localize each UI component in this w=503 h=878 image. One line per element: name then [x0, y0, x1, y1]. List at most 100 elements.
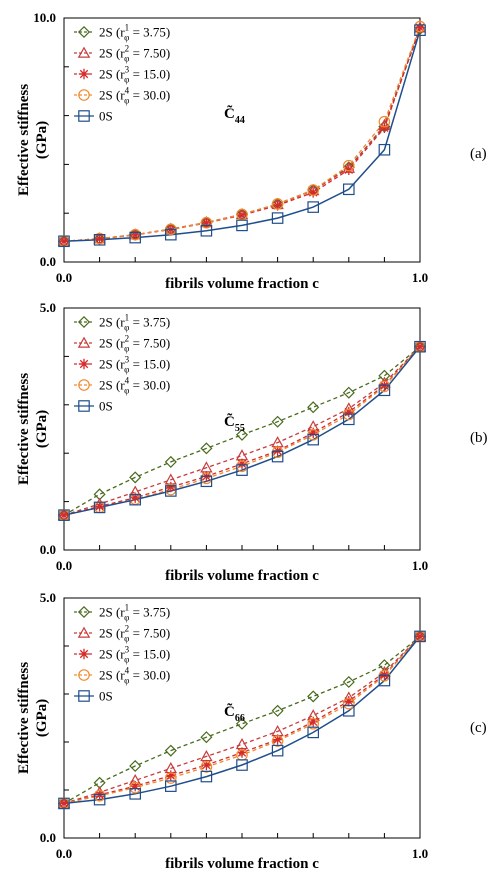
data-point-s3-3	[165, 481, 176, 493]
data-point-s1-7	[307, 401, 320, 414]
legend-label-1: 2S (r1 φ = 3.75)	[99, 313, 170, 333]
x-axis-label: fibrils volume fraction c	[165, 856, 319, 872]
data-point-s5-4	[200, 224, 213, 237]
data-point-s1-2	[129, 471, 142, 484]
data-point-s5-9	[378, 384, 391, 397]
data-point-s5-10	[414, 340, 426, 353]
legend-label-5: 0S	[99, 399, 113, 414]
legend-marker-2	[77, 626, 91, 638]
data-point-s5-8	[343, 704, 355, 717]
legend-label-4: 2S (r4 φ = 30.0)	[99, 666, 170, 686]
data-point-s2-5	[235, 737, 249, 750]
x-tick-label-min: 0.0	[56, 270, 72, 285]
y-axis-label-line1: Effective stiffness	[16, 662, 32, 774]
data-point-s3-2	[130, 229, 141, 241]
data-point-s5-0	[58, 235, 70, 248]
chart-panel-1: 0.0 10.0 0.0 1.0 fibrils volume fraction c Ef…	[16, 10, 487, 292]
x-tick-label-min: 0.0	[56, 846, 72, 861]
legend-marker-1	[77, 605, 91, 619]
data-point-s5-9	[378, 674, 391, 687]
data-point-s2-5	[235, 449, 249, 461]
y-axis-label-line2: (GPa)	[34, 699, 50, 737]
data-point-s1-6	[271, 704, 284, 717]
data-point-s5-5	[236, 464, 248, 476]
data-point-s5-6	[271, 450, 284, 463]
legend-marker-2	[77, 336, 91, 348]
data-point-s1-5	[235, 717, 249, 730]
legend-marker-5	[78, 400, 90, 412]
legend-label-1: 2S (r1 φ = 3.75)	[99, 23, 170, 43]
y-tick-label-min: 0.0	[40, 542, 56, 557]
x-axis-label: fibrils volume fraction c	[165, 276, 319, 292]
data-point-s4-4	[200, 761, 213, 773]
data-point-s5-8	[343, 413, 355, 426]
legend-marker-4	[78, 669, 90, 681]
data-point-s4-6	[271, 735, 284, 747]
legend-label-3: 2S (r3 φ = 15.0)	[99, 645, 170, 665]
data-point-s5-2	[129, 788, 141, 800]
data-point-s3-2	[130, 492, 141, 503]
legend-label-4: 2S (r4 φ = 30.0)	[99, 376, 170, 396]
data-point-s5-1	[93, 233, 106, 246]
data-point-s4-8	[342, 697, 355, 710]
data-point-s1-3	[164, 744, 177, 757]
data-point-s3-8	[343, 406, 354, 418]
data-point-s5-5	[236, 759, 248, 771]
legend-marker-3	[78, 358, 90, 370]
data-point-s5-9	[378, 143, 391, 156]
x-tick-label-max: 1.0	[412, 558, 428, 573]
data-point-s1-8	[342, 675, 355, 689]
data-point-s3-4	[201, 217, 212, 229]
panel-label: (a)	[470, 146, 487, 162]
panel-label: (c)	[470, 720, 487, 736]
y-tick-label-min: 0.0	[40, 254, 56, 269]
y-axis-label-line1: Effective stiffness	[16, 84, 32, 196]
data-point-s5-1	[93, 501, 106, 514]
data-point-s1-4	[200, 731, 213, 744]
data-point-s5-4	[200, 475, 213, 488]
data-point-s1-8	[342, 386, 355, 399]
data-point-s4-4	[200, 216, 213, 229]
data-point-s3-0	[58, 798, 70, 809]
data-point-s4-9	[378, 115, 391, 128]
data-point-s5-3	[165, 780, 177, 792]
data-point-s3-0	[58, 236, 70, 247]
data-point-s3-7	[308, 716, 319, 728]
series-line-1	[63, 346, 421, 516]
data-point-s5-7	[307, 201, 319, 213]
legend-marker-4	[78, 379, 90, 391]
y-tick-label-max: 5.0	[40, 300, 56, 315]
data-point-s3-0	[58, 509, 70, 521]
series-line-5	[63, 635, 421, 805]
legend-label-5: 0S	[99, 689, 113, 704]
chart-panel-2: 0.0 5.0 0.0 1.0 fibrils volume fraction c Eff…	[16, 300, 488, 584]
data-point-s5-6	[271, 212, 284, 224]
data-point-s5-7	[307, 726, 319, 739]
legend-label-2: 2S (r2 φ = 7.50)	[99, 44, 170, 64]
legend-label-2: 2S (r2 φ = 7.50)	[99, 624, 170, 644]
series-line-4	[63, 26, 421, 242]
data-point-s3-4	[201, 759, 212, 771]
data-point-s5-8	[343, 183, 355, 196]
data-point-s5-3	[165, 228, 177, 241]
legend-label-3: 2S (r3 φ = 15.0)	[99, 355, 170, 375]
legend-marker-4	[78, 89, 90, 101]
data-point-s5-0	[58, 797, 70, 810]
data-point-s5-7	[307, 433, 319, 446]
chart-panel-3: 0.0 5.0 0.0 1.0 fibrils volume fraction c Eff…	[16, 590, 487, 872]
series-line-1	[63, 635, 421, 804]
data-point-s4-7	[307, 717, 319, 730]
x-tick-label-max: 1.0	[412, 846, 428, 861]
data-point-s1-7	[307, 690, 320, 703]
data-point-s5-2	[129, 493, 141, 506]
y-axis-label-line1: Effective stiffness	[16, 373, 32, 485]
data-point-s1-5	[235, 428, 249, 441]
y-tick-label-max: 10.0	[33, 10, 56, 25]
data-point-s3-5	[236, 458, 248, 470]
data-point-s5-6	[271, 744, 284, 757]
series-line-2	[63, 635, 421, 805]
legend-label-5: 0S	[99, 109, 113, 124]
y-tick-label-max: 5.0	[40, 590, 56, 605]
data-point-s3-1	[94, 233, 105, 245]
data-point-s3-10	[414, 631, 426, 642]
